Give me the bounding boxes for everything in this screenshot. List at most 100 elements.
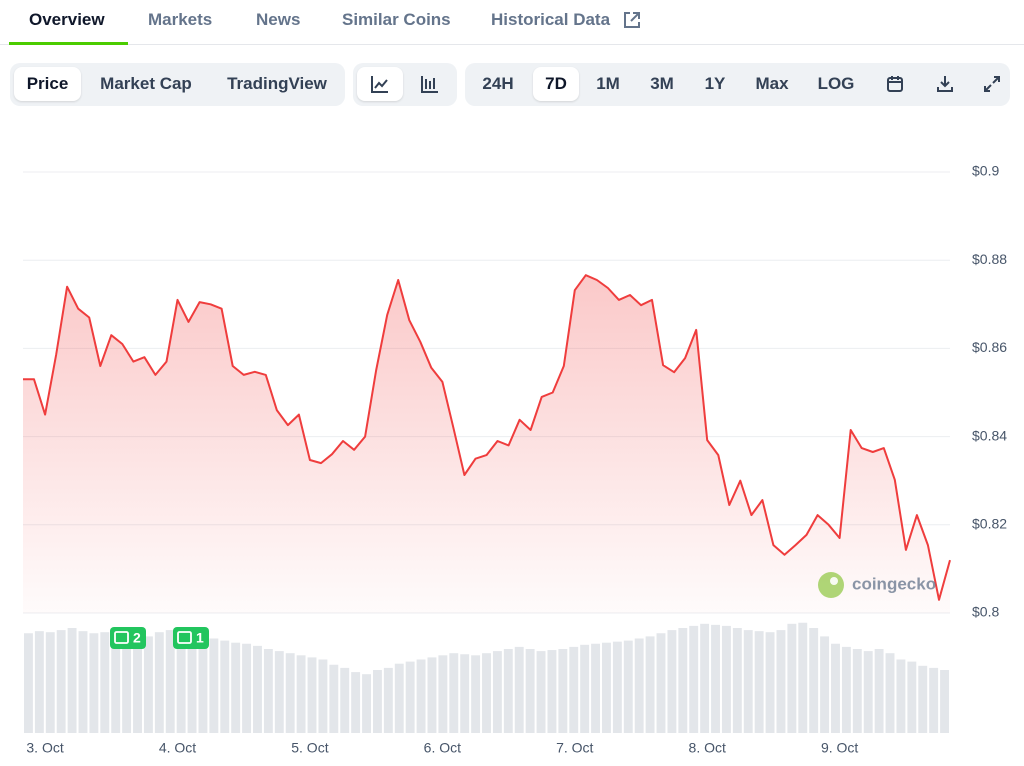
- volume-bar: [929, 667, 939, 733]
- volume-bar: [449, 653, 459, 733]
- volume-bar: [307, 657, 317, 733]
- volume-bar: [329, 664, 339, 733]
- tab[interactable]: News: [256, 10, 301, 29]
- price-line: [23, 274, 951, 601]
- volume-bar: [896, 659, 906, 733]
- volume-bar: [689, 625, 699, 733]
- watermark: coingecko: [852, 574, 936, 593]
- news-icon: [114, 631, 129, 644]
- volume-bar: [362, 674, 371, 733]
- volume-bar: [503, 649, 513, 733]
- volume-bar: [263, 649, 273, 733]
- view-button[interactable]: Price: [14, 67, 81, 101]
- volume-bar: [253, 645, 262, 733]
- volume-bar: [721, 625, 731, 733]
- watermark-logo: [818, 572, 844, 598]
- range-button[interactable]: 7D: [533, 67, 579, 101]
- news-marker[interactable]: 1: [173, 627, 209, 649]
- range-button[interactable]: 1M: [596, 74, 620, 93]
- volume-bar: [907, 661, 917, 733]
- news-marker[interactable]: 2: [110, 627, 146, 649]
- volume-bar: [242, 643, 252, 733]
- y-tick-label: $0.9: [972, 163, 999, 179]
- view-button[interactable]: TradingView: [227, 74, 327, 93]
- volume-bar: [383, 667, 393, 733]
- area-fill: [23, 275, 950, 613]
- volume-bar: [678, 628, 688, 733]
- line-chart-button[interactable]: [357, 67, 403, 101]
- fullscreen-icon: [984, 76, 1000, 92]
- volume-bar: [580, 644, 590, 733]
- volume-bar: [765, 632, 775, 733]
- volume-bar: [100, 632, 110, 733]
- volume-bar: [492, 651, 502, 733]
- download-icon: [937, 76, 953, 92]
- tab[interactable]: Historical Data: [491, 10, 611, 29]
- range-button[interactable]: LOG: [817, 74, 855, 93]
- range-button[interactable]: 24H: [482, 74, 514, 93]
- volume-bar: [372, 670, 382, 733]
- volume-bar: [732, 628, 742, 733]
- volume-bar: [89, 633, 99, 733]
- range-button[interactable]: 1Y: [704, 74, 726, 93]
- fullscreen-button[interactable]: [977, 67, 1007, 101]
- tab[interactable]: Similar Coins: [342, 10, 451, 29]
- volume-bar: [547, 650, 557, 733]
- volume-bar: [645, 636, 655, 733]
- volume-bar: [820, 636, 830, 733]
- volume-bar: [569, 646, 579, 733]
- volume-bar: [460, 654, 470, 733]
- candle-chart-button[interactable]: [407, 67, 453, 101]
- volume-bar: [831, 643, 840, 733]
- download-button[interactable]: [927, 67, 963, 101]
- volume-bar: [296, 655, 306, 733]
- volume-bar: [209, 638, 219, 733]
- view-button[interactable]: Market Cap: [100, 74, 192, 93]
- volume-bar: [525, 649, 535, 733]
- volume-bar: [514, 646, 524, 733]
- volume-bar: [885, 653, 895, 733]
- volume-bar: [874, 649, 884, 733]
- volume-bar: [154, 632, 164, 733]
- line-icon: [371, 76, 388, 93]
- candle-icon: [421, 76, 438, 93]
- chart-style-group: [353, 63, 457, 106]
- tab[interactable]: Overview: [29, 10, 105, 29]
- range-button[interactable]: Max: [755, 74, 789, 93]
- volume-bar: [623, 640, 633, 733]
- view-group: Price Market Cap TradingView: [10, 63, 345, 106]
- volume-bar: [787, 623, 797, 733]
- y-tick-label: $0.84: [972, 427, 1007, 443]
- range-button[interactable]: 3M: [650, 74, 674, 93]
- volume-bar: [940, 670, 949, 733]
- volume-bar: [34, 631, 44, 733]
- volume-bar: [56, 630, 66, 733]
- volume-bar: [45, 632, 55, 733]
- volume-bar: [776, 630, 786, 733]
- volume-bar: [634, 638, 644, 733]
- watermark-logo-eye: [830, 577, 838, 585]
- news-count: 2: [133, 630, 141, 646]
- volume-bar: [143, 636, 153, 733]
- volume-bar: [602, 642, 611, 733]
- volume-bar: [438, 655, 448, 733]
- y-tick-label: $0.8: [972, 604, 999, 620]
- tab[interactable]: Markets: [148, 10, 213, 29]
- x-tick-label: 4. Oct: [159, 740, 196, 756]
- volume-bar: [274, 651, 284, 733]
- volume-bar: [416, 659, 426, 733]
- volume-bar: [220, 640, 230, 733]
- volume-bar: [122, 635, 132, 733]
- volume-bar: [405, 661, 415, 733]
- calendar-button[interactable]: [877, 67, 913, 101]
- volume-bar: [318, 659, 328, 733]
- y-tick-label: $0.88: [972, 251, 1007, 267]
- volume-bar: [165, 630, 175, 733]
- y-tick-label: $0.82: [972, 516, 1007, 532]
- volume-bar: [482, 653, 491, 733]
- volume-bar: [176, 633, 186, 733]
- volume-bar: [863, 651, 873, 733]
- news-count: 1: [196, 630, 204, 646]
- external-link-icon: [624, 12, 640, 28]
